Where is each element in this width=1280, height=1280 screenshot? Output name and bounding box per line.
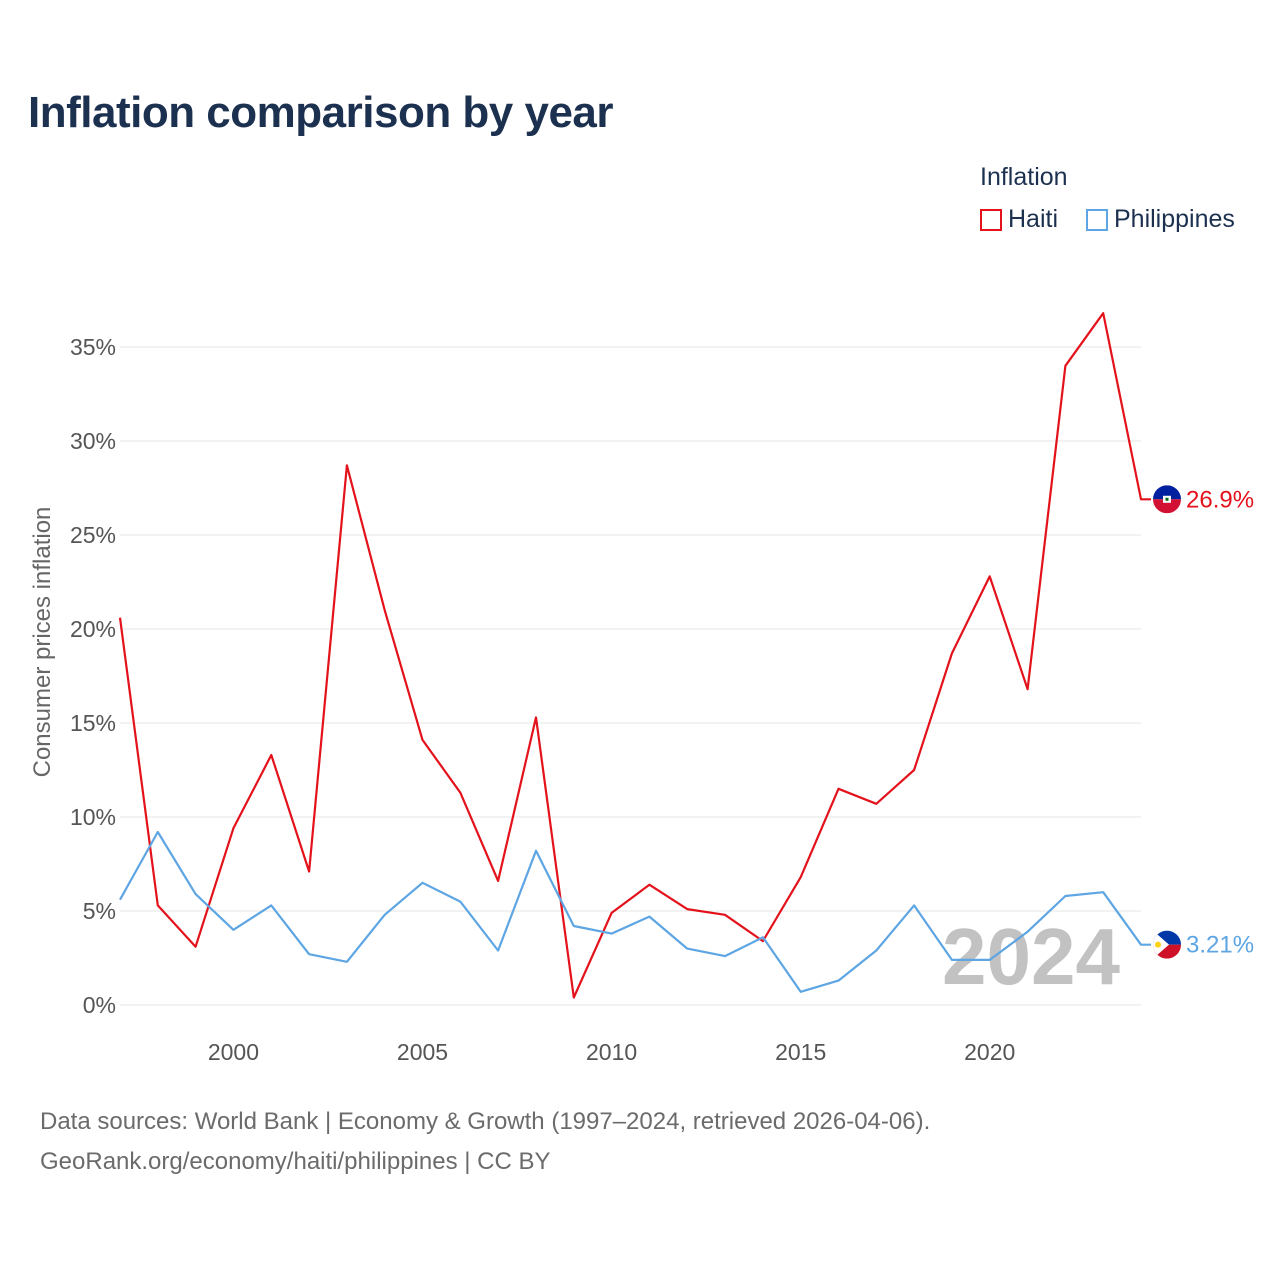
x-tick-label: 2010: [586, 1039, 637, 1065]
y-axis-ticks: 0% 5% 10% 15% 20% 25% 30% 35%: [70, 334, 116, 1018]
y-tick-label: 5%: [83, 898, 116, 924]
legend-title: Inflation: [980, 163, 1068, 191]
end-label-haiti: 26.9%: [1186, 486, 1254, 513]
x-axis-ticks: 2000 2005 2010 2015 2020: [208, 1039, 1015, 1065]
x-tick-label: 2000: [208, 1039, 259, 1065]
y-tick-label: 10%: [70, 804, 116, 830]
year-watermark: 2024: [942, 912, 1120, 1001]
legend-item-philippines[interactable]: Philippines: [1086, 205, 1235, 234]
x-tick-label: 2005: [397, 1039, 448, 1065]
haiti-flag-icon: [1153, 485, 1181, 514]
end-label-philippines: 3.21%: [1186, 932, 1254, 959]
y-tick-label: 25%: [70, 522, 116, 548]
y-tick-label: 0%: [83, 992, 116, 1018]
y-tick-label: 20%: [70, 616, 116, 642]
gridlines: [120, 346, 1141, 1006]
footer-source: Data sources: World Bank | Economy & Gro…: [40, 1108, 931, 1135]
legend-label-philippines: Philippines: [1114, 205, 1235, 233]
x-tick-label: 2020: [964, 1039, 1015, 1065]
legend-label-haiti: Haiti: [1008, 205, 1059, 233]
legend-swatch-haiti: [980, 208, 1002, 231]
philippines-flag-icon: [1153, 930, 1181, 959]
series-line-haiti: [118, 312, 1151, 999]
footer-link[interactable]: GeoRank.org/economy/haiti/philippines | …: [40, 1148, 551, 1175]
page-title: Inflation comparison by year: [28, 88, 614, 137]
line-chart: 0%5%10%15%20%25%30%35% 2000 2005 2010 2015 2…: [29, 312, 1254, 1065]
end-markers: 26.9% 3.21%: [1153, 485, 1254, 959]
y-tick-label: 35%: [70, 334, 116, 360]
series-line-philippines: [119, 830, 1151, 993]
series-lines: [118, 312, 1151, 999]
y-tick-label: 30%: [70, 428, 116, 454]
y-axis-label: Consumer prices inflation: [29, 507, 56, 778]
y-tick-label: 15%: [70, 710, 116, 736]
legend-swatch-philippines: [1086, 208, 1108, 231]
x-tick-label: 2015: [775, 1039, 826, 1065]
legend-item-haiti[interactable]: Haiti: [980, 205, 1058, 234]
